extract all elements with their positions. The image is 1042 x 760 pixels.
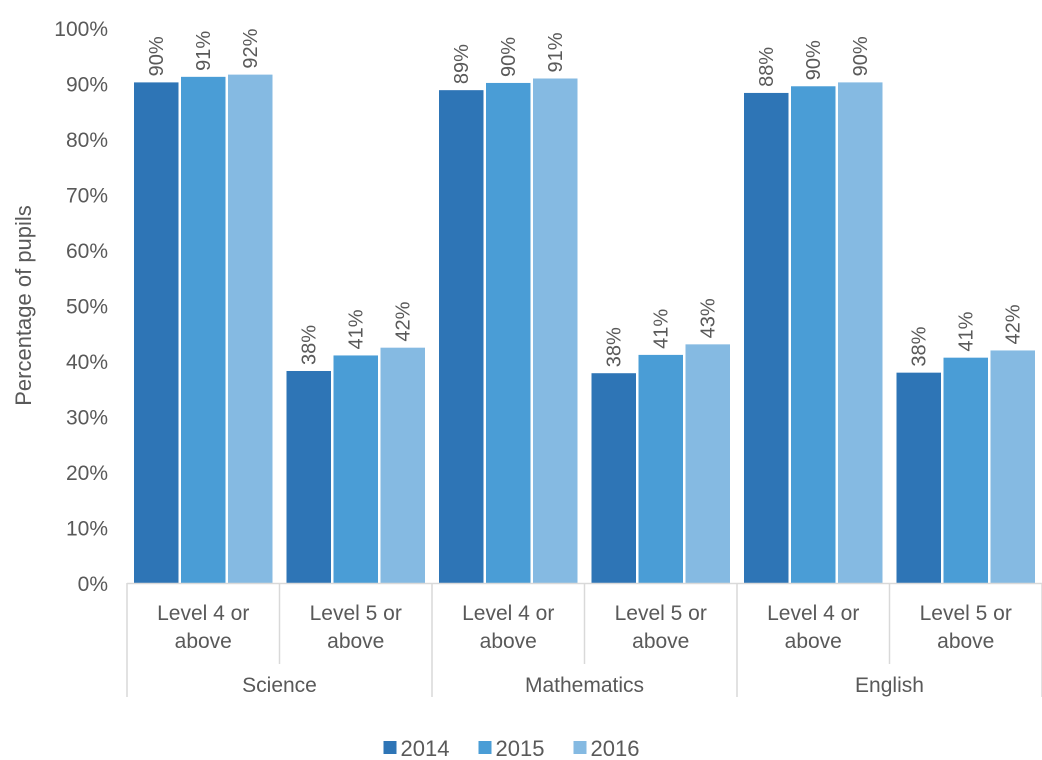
bar-2014 xyxy=(134,82,179,583)
bar-2015 xyxy=(333,355,378,583)
data-label: 42% xyxy=(393,301,415,341)
group-label: Science xyxy=(242,674,317,697)
bar-2014 xyxy=(286,370,331,583)
bar-2016 xyxy=(228,74,273,584)
bar-2015 xyxy=(943,357,988,583)
y-tick-label: 60% xyxy=(66,240,108,263)
y-tick-label: 10% xyxy=(66,518,108,541)
legend-label: 2015 xyxy=(496,736,545,760)
data-label: 90% xyxy=(850,36,872,76)
x-axis: Level 4 or above Level 5 or above Science Lev… xyxy=(126,582,1042,697)
legend-label: 2016 xyxy=(591,736,640,760)
legend: 2014 2015 2016 xyxy=(383,736,640,760)
y-tick-label: 90% xyxy=(66,74,108,97)
y-tick-label: 70% xyxy=(66,185,108,208)
data-label: 43% xyxy=(698,298,720,338)
bar-2014 xyxy=(591,373,636,583)
data-label: 90% xyxy=(146,36,168,76)
data-label: 41% xyxy=(651,309,673,349)
bar-2014 xyxy=(744,92,789,583)
bar-2016 xyxy=(533,78,578,583)
data-label: 42% xyxy=(1003,304,1025,344)
category-label: Level 5 or above xyxy=(920,602,1012,653)
bar-2014 xyxy=(439,90,484,583)
y-tick-label: 100% xyxy=(54,18,108,41)
legend-swatch xyxy=(573,741,587,754)
y-tick-label: 80% xyxy=(66,129,108,152)
bar-2016 xyxy=(685,344,730,583)
y-tick-label: 40% xyxy=(66,351,108,374)
data-label: 41% xyxy=(956,311,978,351)
category-label: Level 4 or above xyxy=(157,602,249,653)
y-axis: 0% 10% 20% 30% 40% 50% 60% 70% 80% 90% 100% xyxy=(54,18,108,596)
group-label: English xyxy=(855,674,924,697)
data-label: 41% xyxy=(346,309,368,349)
y-tick-label: 30% xyxy=(66,407,108,430)
y-tick-label: 20% xyxy=(66,462,108,485)
data-label: 90% xyxy=(498,37,520,77)
legend-label: 2014 xyxy=(401,736,450,760)
category-label: Level 5 or above xyxy=(310,602,402,653)
bar-2014 xyxy=(896,372,941,583)
category-label: Level 4 or above xyxy=(767,602,859,653)
bar-2015 xyxy=(791,86,836,584)
category-label: Level 4 or above xyxy=(462,602,554,653)
bar-2015 xyxy=(181,76,226,583)
legend-swatch xyxy=(478,741,492,754)
legend-swatch xyxy=(383,741,397,754)
data-label: 90% xyxy=(803,40,825,80)
y-tick-label: 50% xyxy=(66,296,108,319)
bar-2016 xyxy=(838,82,883,583)
data-label: 38% xyxy=(909,326,931,366)
data-label: 91% xyxy=(193,31,215,71)
data-label: 38% xyxy=(299,325,321,365)
bar-2016 xyxy=(990,350,1035,583)
bar-2015 xyxy=(486,82,531,583)
y-tick-label: 0% xyxy=(78,573,108,596)
data-label: 89% xyxy=(451,44,473,84)
group-label: Mathematics xyxy=(525,674,644,697)
data-label: 88% xyxy=(756,47,778,87)
y-axis-title: Percentage of pupils xyxy=(11,205,36,406)
bar-2016 xyxy=(380,347,425,583)
data-label: 91% xyxy=(545,32,567,72)
bars: 90% 91% 92% 38% 41% 42% 89% 90% 91% 38% 41% 43% 88% 9… xyxy=(134,28,1035,584)
category-label: Level 5 or above xyxy=(615,602,707,653)
data-label: 92% xyxy=(240,28,262,68)
data-label: 38% xyxy=(604,327,626,367)
bar-2015 xyxy=(638,354,683,583)
